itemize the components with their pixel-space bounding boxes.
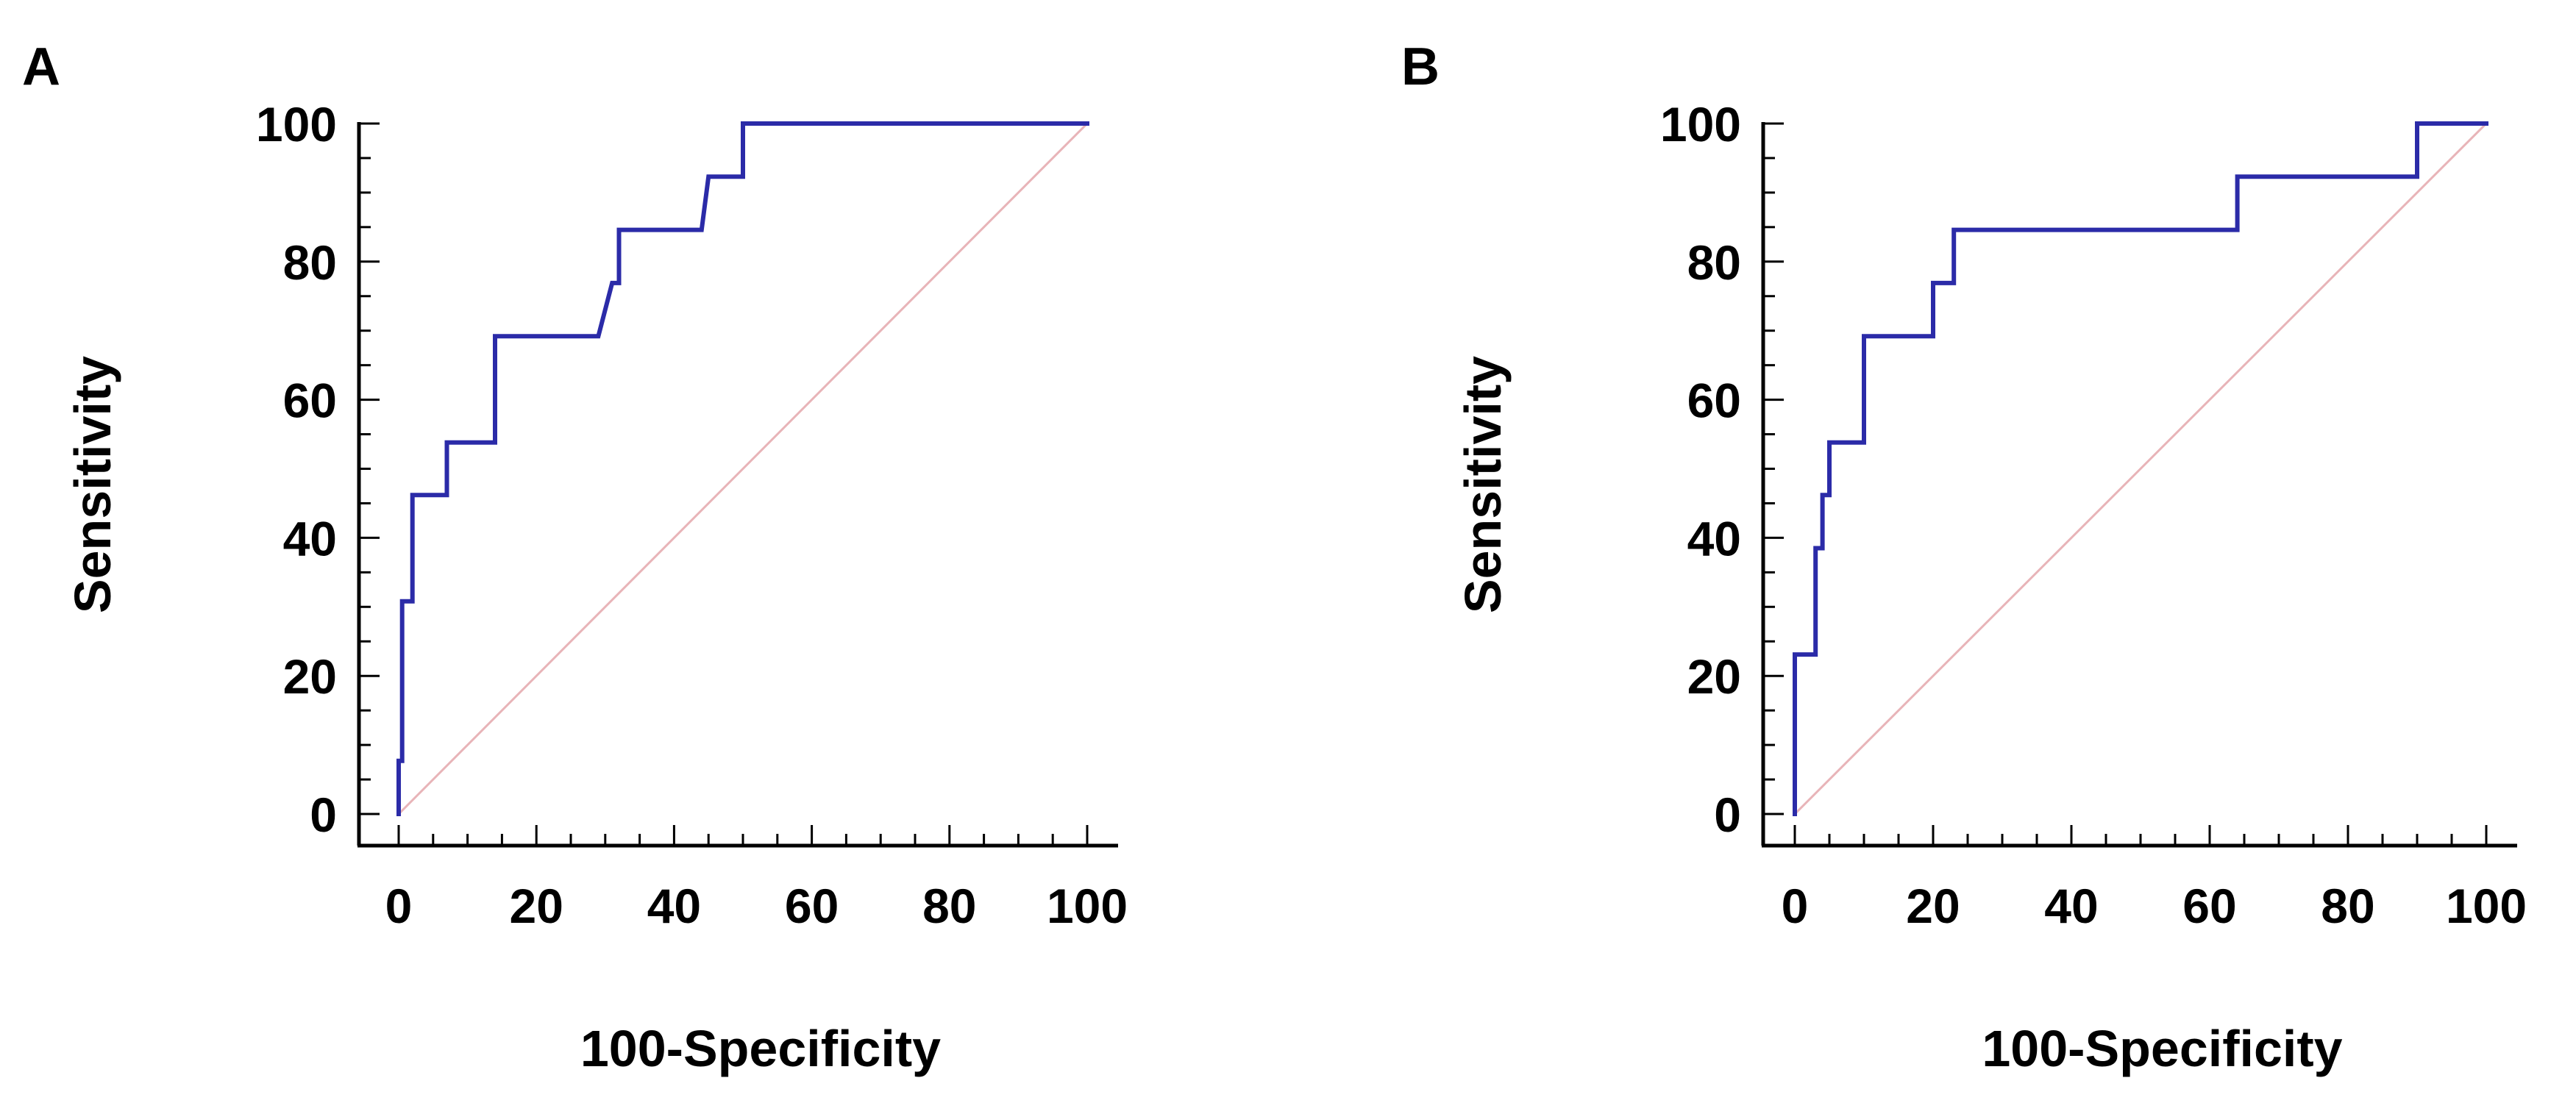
x-tick-label: 60 xyxy=(785,879,839,933)
y-axis-label: Sensitivity xyxy=(64,356,121,613)
y-tick-label: 100 xyxy=(1660,97,1741,151)
roc-curve-line xyxy=(1793,121,2488,816)
x-tick-label: 100 xyxy=(2446,879,2527,933)
chart-panel-b: B 0 20 40 60 80 100 0 20 40 60 80 100 100-Specificity… xyxy=(1401,38,2527,1077)
y-axis-label: Sensitivity xyxy=(1454,356,1512,613)
x-tick-label: 40 xyxy=(2044,879,2098,933)
x-tick-label: 20 xyxy=(509,879,563,933)
roc-curve-line xyxy=(396,121,1089,816)
y-tick-label: 60 xyxy=(1687,374,1741,428)
x-tick-label: 80 xyxy=(2321,879,2374,933)
y-tick-label: 20 xyxy=(283,649,337,704)
y-tick-label: 80 xyxy=(283,235,337,290)
y-tick-label: 40 xyxy=(1687,511,1741,565)
y-tick-label: 20 xyxy=(1687,649,1741,704)
y-tick-label: 80 xyxy=(1687,235,1741,290)
y-tick-label: 0 xyxy=(310,788,337,842)
reference-diagonal-line xyxy=(1793,121,2488,816)
panel-label: A xyxy=(22,38,60,96)
y-tick-label: 40 xyxy=(283,511,337,565)
x-axis-label: 100-Specificity xyxy=(580,1020,941,1077)
x-axis-label: 100-Specificity xyxy=(1982,1020,2342,1077)
x-tick-label: 80 xyxy=(922,879,976,933)
x-tick-label: 40 xyxy=(647,879,701,933)
y-tick-label: 0 xyxy=(1714,788,1741,842)
y-tick-label: 100 xyxy=(256,97,337,151)
x-tick-label: 100 xyxy=(1047,879,1128,933)
x-tick-label: 0 xyxy=(1782,879,1809,933)
panel-label: B xyxy=(1401,38,1440,96)
reference-diagonal-line xyxy=(396,121,1089,816)
y-tick-label: 60 xyxy=(283,374,337,428)
x-tick-label: 0 xyxy=(385,879,413,933)
x-tick-label: 20 xyxy=(1906,879,1960,933)
x-tick-label: 60 xyxy=(2182,879,2236,933)
chart-panel-a: A 0 20 40 60 80 100 0 20 40 60 80 100 100-Specificity… xyxy=(22,38,1128,1077)
